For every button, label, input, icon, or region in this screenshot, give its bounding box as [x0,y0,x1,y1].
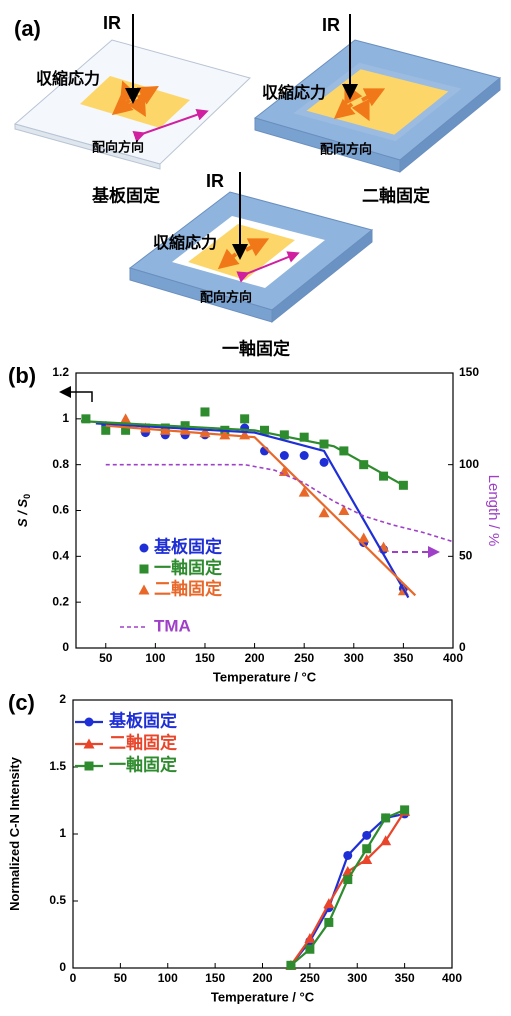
plot-frame [76,373,453,648]
x-axis-title: Temperature / °C [211,989,315,1004]
x-tick-label: 150 [205,971,225,985]
point [140,565,149,574]
diagram-biaxial: IR 収縮応力 配向方向 二軸固定 [255,14,500,205]
x-tick-label: 50 [114,971,128,985]
y-tick-label: 1 [62,411,69,425]
legend-label: 一軸固定 [109,754,177,774]
x-tick-label: 150 [195,651,215,665]
legend-label: 基板固定 [153,536,222,556]
ir-label: IR [103,13,121,33]
legend-label: 二軸固定 [109,732,177,752]
x-tick-label: 200 [252,971,272,985]
y-tick-label: 1.2 [52,365,69,379]
y2-tick-label: 100 [459,457,479,471]
caption: 基板固定 [91,185,160,205]
legend-label: 二軸固定 [154,578,222,598]
point [280,451,289,460]
legend-label: 一軸固定 [154,557,222,577]
point [101,426,110,435]
orientation-label: 配向方向 [200,289,252,304]
point [381,813,390,822]
legend-label: 基板固定 [108,710,177,730]
x-tick-label: 0 [70,971,77,985]
x-tick-label: 400 [442,971,462,985]
ir-label: IR [322,15,340,35]
stress-label: 収縮応力 [36,69,100,88]
point [286,961,295,970]
x-tick-label: 300 [347,971,367,985]
y2-tick-label: 150 [459,365,479,379]
point [300,451,309,460]
point [200,407,209,416]
point [240,414,249,423]
orientation-label: 配向方向 [92,139,144,154]
figure: (a) IR 収縮応力 配向方向 基板固定 IR 収縮応力 配向方向 二軸固定 … [0,0,511,1016]
ir-label: IR [206,171,224,191]
y-tick-label: 0.6 [52,503,69,517]
y-tick-label: 0.4 [52,549,69,563]
point [140,544,149,553]
orientation-label: 配向方向 [320,141,372,156]
y-axis-title: S / S0 [15,494,32,527]
y-tick-label: 1.5 [49,759,66,773]
x-tick-label: 100 [158,971,178,985]
y-tick-label: 2 [59,692,66,706]
panel-label: (b) [8,363,36,388]
stress-label: 収縮応力 [153,233,217,252]
diagram-uniaxial: IR 収縮応力 配向方向 一軸固定 [130,171,372,359]
x-tick-label: 250 [300,971,320,985]
y2-tick-label: 50 [459,549,473,563]
point [324,918,333,927]
x-axis-title: Temperature / °C [213,669,317,684]
series-line [106,465,453,542]
y-tick-label: 0.2 [52,594,69,608]
y-tick-label: 1 [59,826,66,840]
y2-tick-label: 0 [459,640,466,654]
x-tick-label: 350 [395,971,415,985]
point [362,844,371,853]
x-tick-label: 350 [393,651,413,665]
caption: 二軸固定 [362,185,430,205]
y-tick-label: 0.5 [49,893,66,907]
y-axis-title-main: Normalized C-N Intensity [7,756,22,911]
stress-label: 収縮応力 [262,83,326,102]
y-tick-label: 0 [62,640,69,654]
y-axis-title-sub: 0 [22,494,32,499]
point [400,805,409,814]
point [85,718,94,727]
point [343,875,352,884]
point [320,458,329,467]
panel-label: (c) [8,690,35,715]
x-tick-label: 250 [294,651,314,665]
y-axis-title-main: S / S [15,499,30,528]
y-tick-label: 0 [59,960,66,974]
axis-pointer-left [62,392,92,402]
x-tick-label: 200 [245,651,265,665]
legend-label: TMA [154,616,191,635]
point [85,762,94,771]
panel-label: (a) [14,16,41,41]
point [120,413,131,423]
point [139,585,150,595]
y-tick-label: 0.8 [52,457,69,471]
x-tick-label: 50 [99,651,113,665]
point [305,945,314,954]
point [343,851,352,860]
caption: 一軸固定 [222,338,290,358]
x-tick-label: 100 [145,651,165,665]
point [299,487,310,497]
point [362,831,371,840]
y2-axis-title: Length / % [485,475,502,547]
x-tick-label: 300 [344,651,364,665]
y-axis-title: Normalized C-N Intensity [7,756,22,911]
